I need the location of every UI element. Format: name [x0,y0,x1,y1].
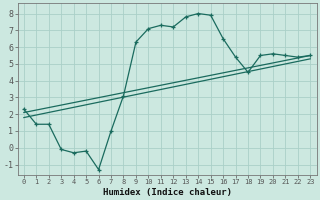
X-axis label: Humidex (Indice chaleur): Humidex (Indice chaleur) [103,188,232,197]
